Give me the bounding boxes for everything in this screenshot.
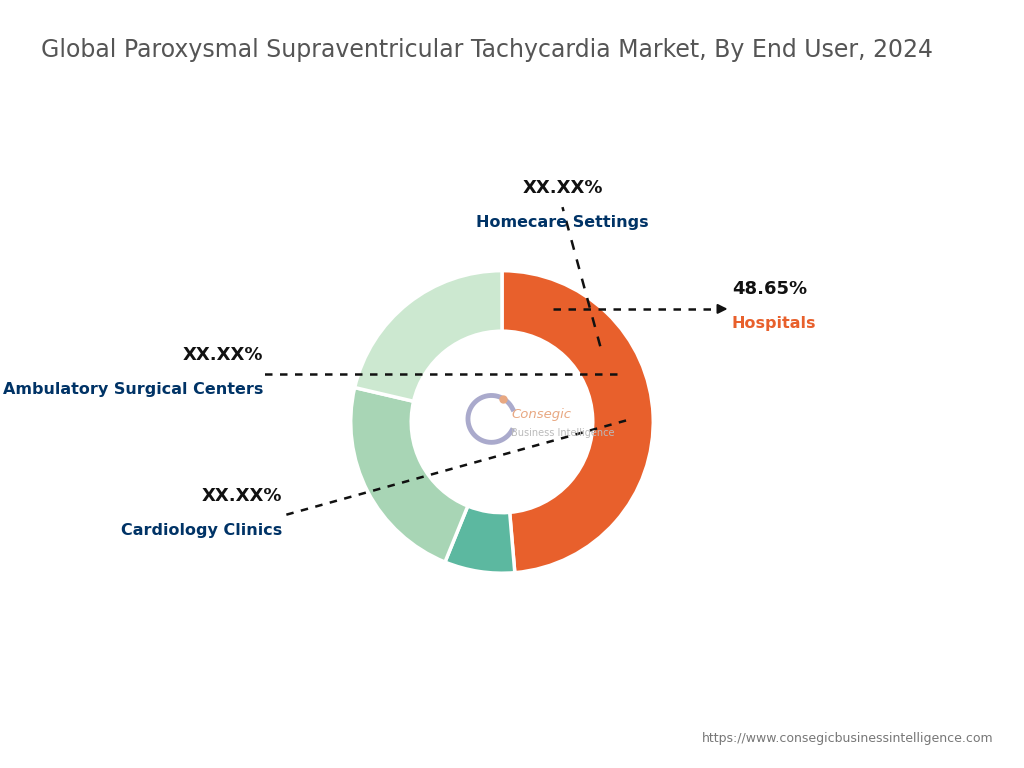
Text: https://www.consegicbusinessintelligence.com: https://www.consegicbusinessintelligence… — [701, 732, 993, 745]
Text: Business Intelligence: Business Intelligence — [511, 428, 614, 438]
Text: Global Paroxysmal Supraventricular Tachycardia Market, By End User, 2024: Global Paroxysmal Supraventricular Tachy… — [41, 38, 933, 62]
Text: Cardiology Clinics: Cardiology Clinics — [122, 523, 283, 538]
Text: XX.XX%: XX.XX% — [202, 487, 283, 505]
Wedge shape — [445, 506, 515, 573]
Text: Ambulatory Surgical Centers: Ambulatory Surgical Centers — [3, 382, 263, 397]
Text: 48.65%: 48.65% — [732, 280, 807, 298]
Wedge shape — [354, 270, 502, 402]
Wedge shape — [351, 388, 468, 562]
Text: XX.XX%: XX.XX% — [182, 346, 263, 364]
Text: Hospitals: Hospitals — [732, 316, 816, 332]
Text: Consegic: Consegic — [511, 408, 571, 421]
Text: XX.XX%: XX.XX% — [522, 178, 603, 197]
Text: Homecare Settings: Homecare Settings — [476, 215, 649, 230]
Wedge shape — [502, 270, 653, 573]
